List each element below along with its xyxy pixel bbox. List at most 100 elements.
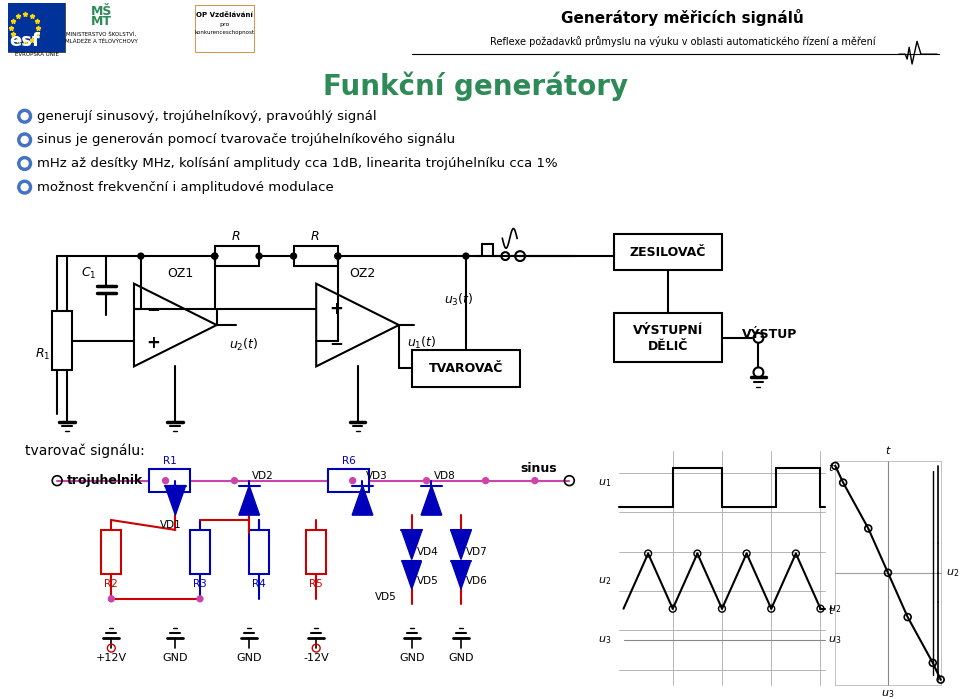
- Circle shape: [108, 596, 114, 602]
- Text: R3: R3: [193, 579, 206, 589]
- Text: $u_2(t)$: $u_2(t)$: [228, 337, 258, 353]
- Text: VD8: VD8: [434, 470, 456, 481]
- Circle shape: [231, 477, 237, 484]
- Text: VD4: VD4: [417, 547, 439, 556]
- Text: generují sinusový, trojúhelníkový, pravoúhlý signál: generují sinusový, trojúhelníkový, pravo…: [37, 110, 377, 123]
- Bar: [250, 530, 269, 574]
- Polygon shape: [451, 561, 470, 589]
- Text: ZESILOVAČ: ZESILOVAČ: [630, 245, 706, 259]
- Text: $u_2$: $u_2$: [598, 575, 612, 587]
- Text: t: t: [828, 463, 832, 473]
- Circle shape: [349, 477, 355, 484]
- Circle shape: [17, 133, 32, 147]
- Text: sinus je generován pomocí tvarovače trojúhelníkového signálu: sinus je generován pomocí tvarovače troj…: [37, 134, 456, 146]
- Text: $u_3$: $u_3$: [598, 634, 612, 646]
- Circle shape: [21, 160, 28, 167]
- Bar: [149, 469, 190, 493]
- Text: -12V: -12V: [303, 653, 329, 663]
- Bar: [52, 311, 72, 370]
- Text: $u_2$: $u_2$: [946, 567, 959, 579]
- Bar: [215, 246, 259, 266]
- Bar: [613, 313, 722, 363]
- Bar: [328, 469, 370, 493]
- Text: pro: pro: [220, 22, 229, 27]
- Text: GND: GND: [448, 653, 473, 663]
- Text: +: +: [329, 301, 343, 318]
- Text: +12V: +12V: [96, 653, 127, 663]
- Circle shape: [162, 477, 168, 484]
- Text: +: +: [147, 333, 160, 352]
- Text: GND: GND: [236, 653, 262, 663]
- Text: TVAROVAČ: TVAROVAČ: [429, 362, 503, 375]
- Text: $u_2$: $u_2$: [828, 603, 842, 614]
- Polygon shape: [239, 486, 259, 515]
- Text: tvarovač signálu:: tvarovač signálu:: [25, 444, 144, 459]
- Text: R4: R4: [252, 579, 266, 589]
- Circle shape: [21, 184, 28, 191]
- Polygon shape: [450, 530, 471, 559]
- Text: t: t: [886, 446, 890, 456]
- Circle shape: [483, 477, 489, 484]
- Bar: [102, 530, 121, 574]
- Polygon shape: [421, 486, 442, 515]
- Text: GND: GND: [162, 653, 188, 663]
- Text: OP Vzdělávání: OP Vzdělávání: [196, 12, 253, 17]
- Text: MINISTERSTVO ŠKOLSTVÍ,: MINISTERSTVO ŠKOLSTVÍ,: [66, 32, 136, 37]
- Circle shape: [212, 253, 218, 259]
- Text: R: R: [311, 230, 320, 243]
- Text: t: t: [828, 605, 832, 616]
- Text: sinus: sinus: [520, 462, 557, 475]
- Text: esf: esf: [10, 32, 40, 50]
- Polygon shape: [402, 561, 421, 589]
- Text: $u_3$: $u_3$: [881, 689, 895, 699]
- Text: VD5: VD5: [375, 592, 397, 602]
- Text: možnost frekvenční i amplitudové modulace: možnost frekvenční i amplitudové modulac…: [37, 180, 334, 194]
- Text: VD7: VD7: [466, 547, 488, 556]
- Text: Generátory měřicích signálů: Generátory měřicích signálů: [562, 9, 804, 27]
- Text: $u_3(t)$: $u_3(t)$: [444, 292, 473, 308]
- Polygon shape: [401, 530, 422, 559]
- Bar: [8, 3, 65, 52]
- Circle shape: [335, 253, 341, 259]
- Text: $C_1$: $C_1$: [81, 266, 96, 282]
- Circle shape: [463, 253, 468, 259]
- Bar: [306, 530, 326, 574]
- Circle shape: [17, 180, 32, 194]
- Text: MT: MT: [91, 15, 112, 28]
- Text: R2: R2: [105, 579, 118, 589]
- Text: OZ2: OZ2: [349, 267, 375, 280]
- Circle shape: [21, 113, 28, 120]
- Text: mHz až desítky MHz, kolísání amplitudy cca 1dB, linearita trojúhelníku cca 1%: mHz až desítky MHz, kolísání amplitudy c…: [37, 157, 558, 170]
- Text: MLÁDEŽE A TĚLOVÝCHOVY: MLÁDEŽE A TĚLOVÝCHOVY: [65, 39, 138, 44]
- Circle shape: [256, 253, 262, 259]
- Bar: [294, 246, 338, 266]
- Text: OZ1: OZ1: [167, 267, 193, 280]
- Text: R5: R5: [309, 579, 324, 589]
- Text: GND: GND: [399, 653, 424, 663]
- Text: VD3: VD3: [366, 470, 387, 481]
- Text: R1: R1: [162, 456, 177, 466]
- Text: −: −: [329, 333, 343, 352]
- Circle shape: [335, 253, 341, 259]
- Text: −: −: [147, 301, 160, 318]
- Bar: [195, 5, 254, 52]
- Text: $u_1$: $u_1$: [598, 477, 612, 489]
- Text: VÝSTUP: VÝSTUP: [742, 329, 797, 341]
- Text: konkurenceschopnost: konkurenceschopnost: [195, 30, 254, 35]
- Text: $R_1$: $R_1$: [35, 347, 50, 362]
- Bar: [613, 234, 722, 270]
- Text: trojuhelnik: trojuhelnik: [67, 474, 143, 487]
- Circle shape: [423, 477, 429, 484]
- Circle shape: [197, 596, 203, 602]
- Text: Reflexe požadavků průmyslu na výuku v oblasti automatického řízení a měření: Reflexe požadavků průmyslu na výuku v ob…: [490, 36, 876, 47]
- Text: VD1: VD1: [159, 520, 181, 530]
- Bar: [8, 3, 65, 52]
- Circle shape: [17, 109, 32, 123]
- Text: R: R: [232, 230, 241, 243]
- Text: EVROPSKÁ UNIE: EVROPSKÁ UNIE: [14, 52, 59, 57]
- Circle shape: [532, 477, 538, 484]
- Polygon shape: [352, 486, 372, 515]
- Text: R6: R6: [342, 456, 355, 466]
- Bar: [190, 530, 210, 574]
- Text: MŠ: MŠ: [91, 6, 112, 18]
